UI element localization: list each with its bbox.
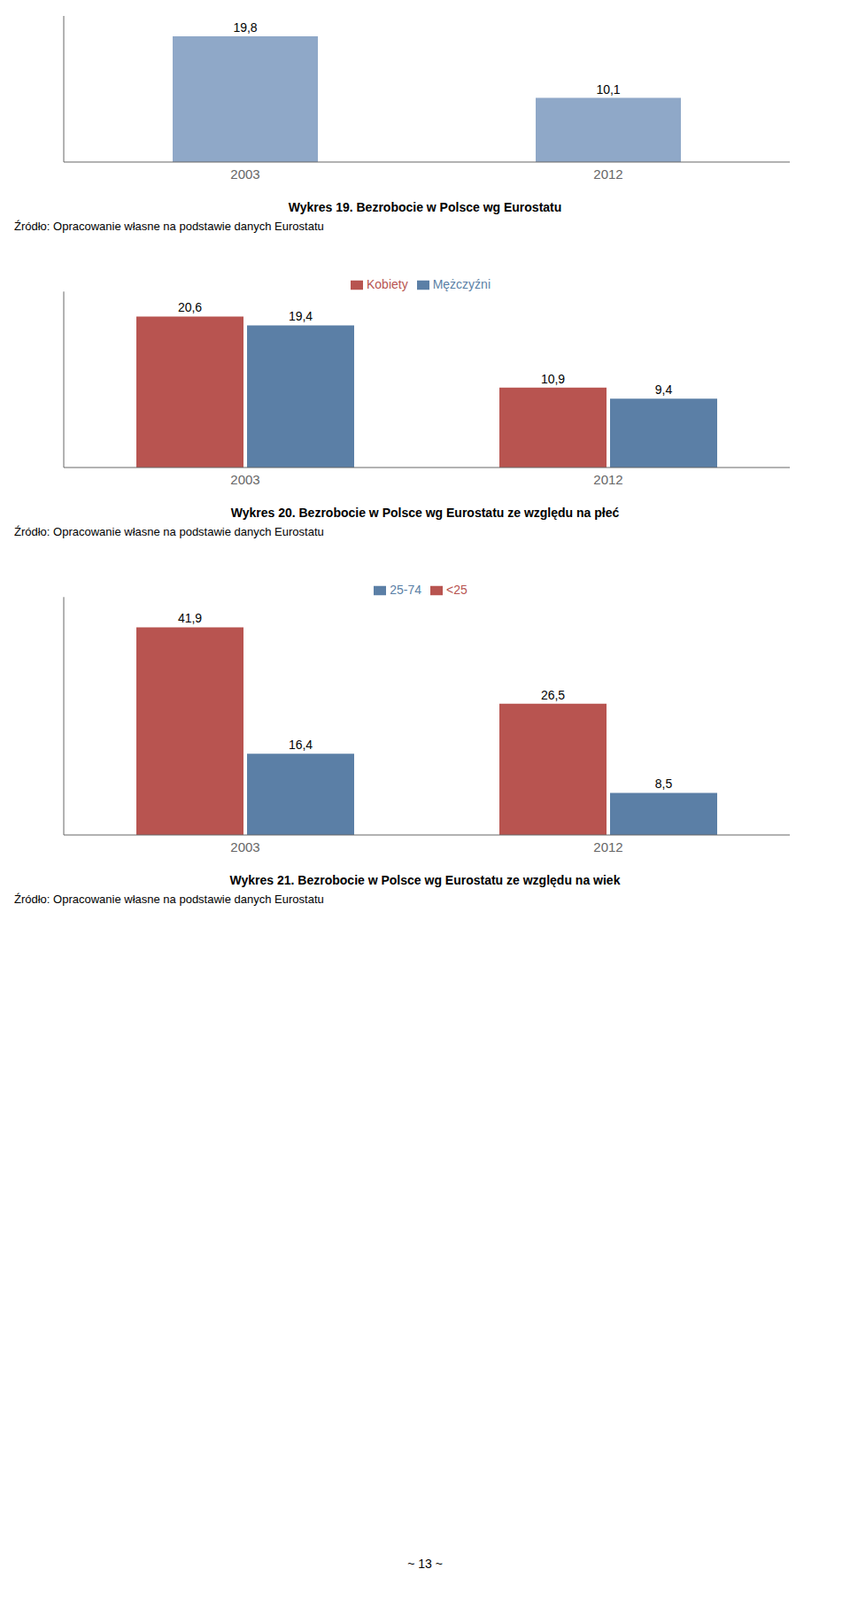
- html-text:Źródło: Opracowanie własne na: Źródło: Opracowanie własne na podstawie …: [14, 219, 324, 233]
- html-text:Źródło: Opracowanie własne na: Źródło: Opracowanie własne na podstawie …: [14, 892, 324, 906]
- svg-text:41,9: 41,9: [177, 610, 202, 626]
- svg-text:26,5: 26,5: [540, 687, 565, 703]
- svg-text:2003: 2003: [230, 471, 260, 487]
- svg-text:16,4: 16,4: [288, 737, 313, 752]
- html-text:Wykres 19. Bezrobocie w Polsce: Wykres 19. Bezrobocie w Polsce wg Eurost…: [288, 200, 562, 215]
- html-text:Kobiety: Kobiety: [366, 277, 408, 292]
- html-text:Wykres 21. Bezrobocie w Polsce: Wykres 21. Bezrobocie w Polsce wg Eurost…: [229, 873, 621, 888]
- svg-text:19,8: 19,8: [232, 20, 257, 35]
- svg-text:2003: 2003: [230, 839, 260, 855]
- svg-text:20,6: 20,6: [177, 300, 202, 315]
- svg-text:10,9: 10,9: [540, 371, 565, 387]
- svg-text:2012: 2012: [593, 166, 623, 182]
- svg-text:19,4: 19,4: [288, 309, 313, 324]
- html-text:25-74: 25-74: [389, 582, 422, 597]
- svg-text:10,1: 10,1: [595, 82, 620, 97]
- svg-text:8,5: 8,5: [655, 776, 673, 791]
- svg-text:9,4: 9,4: [655, 382, 673, 397]
- html-text:Źródło: Opracowanie własne na: Źródło: Opracowanie własne na podstawie …: [14, 525, 324, 539]
- svg-text:2003: 2003: [230, 166, 260, 182]
- svg-text:2012: 2012: [593, 839, 623, 855]
- html-text:<25: <25: [446, 582, 468, 597]
- html-text:Wykres 20. Bezrobocie w Polsce: Wykres 20. Bezrobocie w Polsce wg Eurost…: [230, 505, 620, 520]
- html-text:~ 13 ~: ~ 13 ~: [407, 1556, 443, 1571]
- html-text:Mężczyźni: Mężczyźni: [432, 277, 491, 292]
- svg-text:2012: 2012: [593, 471, 623, 487]
